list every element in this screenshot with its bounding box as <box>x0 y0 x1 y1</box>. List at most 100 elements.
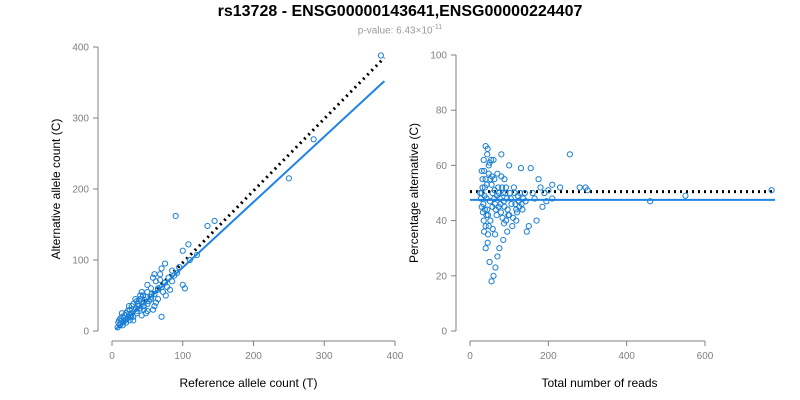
y-tick-label: 200 <box>72 185 89 196</box>
data-point <box>157 276 164 283</box>
data-point <box>147 285 155 292</box>
data-point <box>152 299 159 306</box>
data-point <box>522 198 529 205</box>
data-point <box>491 176 498 183</box>
data-point <box>481 192 488 199</box>
data-point <box>535 176 542 183</box>
x-tick-label: 0 <box>467 351 473 362</box>
chart-subtitle: p-value: 6.43×10-11 <box>0 24 800 36</box>
data-point <box>492 264 499 271</box>
data-point <box>130 317 137 324</box>
data-point <box>501 176 508 183</box>
data-point <box>497 209 505 216</box>
data-point <box>539 203 546 210</box>
data-point <box>162 292 169 299</box>
data-point <box>494 253 501 260</box>
x-tick-label: 600 <box>697 351 714 362</box>
data-point <box>489 225 496 232</box>
data-point <box>566 151 573 158</box>
data-point <box>509 223 516 230</box>
data-point <box>487 217 494 224</box>
data-point <box>481 167 488 175</box>
data-point <box>165 274 172 281</box>
data-point <box>480 217 487 224</box>
data-point <box>503 195 510 202</box>
data-point <box>482 223 489 230</box>
data-point <box>556 184 564 191</box>
data-point <box>125 303 133 310</box>
x-axis-title: Reference allele count (T) <box>179 376 317 390</box>
x-tick-label: 200 <box>245 351 262 362</box>
data-point <box>176 264 183 271</box>
data-point <box>490 272 497 279</box>
data-point <box>186 256 193 264</box>
data-point <box>489 203 496 210</box>
data-point <box>486 198 494 205</box>
data-point <box>158 313 165 320</box>
data-point <box>485 162 492 169</box>
data-point <box>204 222 211 230</box>
y-tick-label: 100 <box>430 51 447 62</box>
y-tick-label: 400 <box>72 43 89 54</box>
y-axis-title: Alternative allele count (C) <box>49 119 63 260</box>
x-tick-label: 100 <box>174 351 191 362</box>
data-point <box>477 189 484 197</box>
data-point <box>768 187 775 194</box>
data-point <box>211 217 218 225</box>
data-point <box>173 269 181 276</box>
data-point <box>523 228 530 235</box>
data-point <box>137 292 144 299</box>
data-point <box>543 198 550 205</box>
data-point <box>118 310 126 317</box>
chart-panel-2: 0 200 400 600 0 20 40 60 80 100 Total number of re… <box>407 51 775 390</box>
data-point <box>496 245 503 252</box>
data-point <box>138 288 145 296</box>
data-point <box>491 187 498 194</box>
data-point <box>480 200 487 208</box>
y-tick-label: 300 <box>72 114 89 125</box>
y-tick-label: 80 <box>436 106 448 117</box>
data-point <box>134 300 141 308</box>
y-tick-label: 40 <box>436 216 448 227</box>
data-point <box>484 239 491 246</box>
data-point <box>169 267 176 274</box>
data-point <box>549 195 556 202</box>
data-point <box>479 176 486 183</box>
data-point <box>502 184 510 191</box>
data-point <box>142 310 150 317</box>
x-tick-label: 200 <box>540 351 557 362</box>
data-point <box>483 181 490 188</box>
data-point <box>118 317 125 325</box>
data-point <box>486 258 493 266</box>
data-point <box>285 175 292 182</box>
data-point <box>193 251 200 259</box>
data-point <box>500 220 508 227</box>
p-value-text: p-value: 6.43×10 <box>357 25 433 37</box>
data-point <box>491 231 499 238</box>
data-point <box>479 184 486 191</box>
data-point <box>527 165 534 172</box>
data-point <box>510 184 517 191</box>
y-tick-label: 0 <box>83 327 89 338</box>
data-point <box>513 209 521 216</box>
data-point <box>482 176 489 183</box>
data-point <box>179 247 186 254</box>
data-point <box>151 303 158 310</box>
data-point <box>140 292 147 299</box>
data-point <box>537 184 544 191</box>
data-point <box>576 184 583 191</box>
data-point <box>517 165 525 172</box>
data-point <box>161 279 169 286</box>
data-point <box>549 181 556 188</box>
data-point <box>519 206 526 213</box>
data-point <box>144 281 151 288</box>
data-point <box>529 189 536 197</box>
data-point <box>533 217 540 224</box>
data-point <box>521 189 528 197</box>
y-tick-label: 20 <box>436 271 448 282</box>
data-point <box>495 203 502 210</box>
y-axis-title: Percentage alternative (C) <box>407 123 421 263</box>
data-point <box>166 286 174 293</box>
data-point <box>584 187 591 194</box>
